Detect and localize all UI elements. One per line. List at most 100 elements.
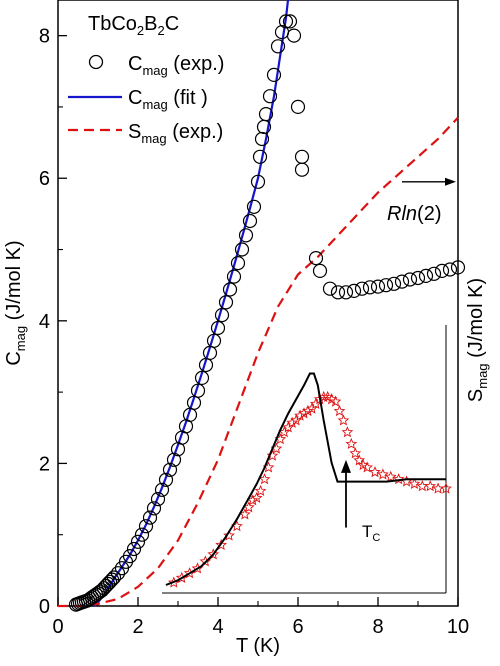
point-cexp — [262, 89, 278, 104]
point-cexp — [346, 283, 362, 298]
point-cexp — [434, 263, 450, 278]
tc-label: TC — [362, 522, 380, 544]
point-cexp — [312, 263, 328, 278]
point-cexp — [154, 482, 170, 497]
ticks-layer: 0 2 4 6 8 10 0 2 4 6 8 — [39, 26, 469, 638]
x-tick-label: 2 — [132, 616, 143, 638]
point-cexp — [294, 149, 310, 164]
chart-title: TbCo2B2C — [88, 13, 179, 38]
inset-red-star — [361, 461, 373, 473]
point-cexp — [238, 228, 254, 243]
legend-label-sexp: Smag (exp.) — [128, 121, 223, 146]
inset-red-star — [254, 484, 267, 496]
inset-red-star — [384, 470, 397, 482]
point-cexp — [194, 370, 210, 385]
point-cexp — [354, 281, 370, 296]
point-cexp — [402, 272, 418, 287]
y-tick-label: 8 — [39, 26, 50, 48]
point-cexp — [258, 106, 274, 122]
point-cexp — [410, 270, 426, 286]
point-cexp — [210, 320, 226, 336]
inset-red-star — [345, 437, 358, 449]
point-cexp — [142, 510, 158, 525]
point-cexp — [442, 262, 458, 277]
inset-red-star — [337, 414, 350, 426]
point-cexp — [418, 268, 434, 283]
x-tick-label: 0 — [52, 616, 63, 638]
inset-red-star — [377, 468, 389, 480]
point-cexp — [394, 274, 410, 289]
inset-red-star — [309, 397, 322, 410]
y-tick-label: 6 — [39, 168, 50, 190]
y-axis-label: Cmag (J/mol K) — [3, 240, 28, 365]
tc-arrowhead — [341, 459, 351, 473]
point-cexp — [206, 333, 222, 348]
point-cexp — [162, 462, 178, 477]
rln2-annotation: Rln(2) — [387, 177, 456, 225]
point-cexp — [190, 383, 206, 398]
tc-annotation: TC — [341, 459, 380, 544]
legend-marker-cexp — [88, 54, 104, 70]
inset-red-star — [266, 449, 279, 461]
inset-red-star — [207, 548, 220, 560]
y-tick-label: 2 — [39, 453, 50, 475]
inset-red-star — [424, 480, 437, 492]
point-cexp — [106, 570, 122, 585]
point-cexp — [252, 149, 268, 164]
legend-label-cfit: Cmag (fit ) — [128, 87, 208, 112]
inset-red-star — [302, 404, 314, 417]
rln2-arrowhead — [445, 177, 456, 186]
point-cexp — [246, 199, 262, 214]
inset-red-star — [349, 447, 362, 459]
inset-red-star — [440, 482, 452, 494]
inset-red-star — [282, 421, 295, 433]
point-cexp — [450, 260, 466, 275]
inset-red-star — [369, 466, 381, 478]
point-cexp — [330, 285, 346, 300]
point-cexp — [158, 472, 174, 487]
inset-red-star — [294, 409, 306, 421]
point-cexp — [278, 14, 294, 29]
x-tick-label: 10 — [447, 616, 469, 638]
inset-black-curve — [165, 372, 446, 586]
inset-red-star — [215, 538, 228, 551]
inset-red-star — [329, 395, 342, 407]
inset-red-star — [250, 491, 263, 504]
point-cexp — [122, 548, 138, 564]
point-cexp — [338, 285, 354, 300]
point-cexp — [134, 527, 150, 542]
point-cexp — [226, 269, 242, 284]
point-cexp — [270, 39, 286, 54]
inset-red-star — [258, 473, 271, 485]
point-cexp — [378, 278, 394, 293]
point-cexp — [386, 276, 402, 291]
inset-red-star — [223, 529, 235, 541]
point-cexp — [234, 242, 250, 257]
x-tick-label: 6 — [292, 616, 303, 638]
y-tick-label: 0 — [39, 596, 50, 618]
point-cexp — [362, 280, 378, 295]
point-cexp — [138, 519, 154, 534]
point-cexp — [146, 501, 162, 516]
inset-red-star — [408, 477, 421, 489]
inset-background — [162, 325, 446, 593]
point-cexp — [242, 213, 258, 229]
point-cexp — [222, 282, 238, 297]
point-cexp — [266, 67, 282, 83]
inset-red-star — [341, 426, 354, 438]
point-cexp — [308, 251, 324, 266]
point-cexp — [214, 308, 230, 323]
y-tick-label: 4 — [39, 311, 50, 333]
point-cexp — [290, 99, 306, 115]
x-tick-label: 4 — [212, 616, 223, 638]
inset-red-star — [286, 416, 299, 428]
inset-red-star — [392, 473, 405, 485]
y2-axis-label: Smag (J/mol K) — [465, 278, 490, 402]
point-cexp — [126, 541, 142, 557]
inset-red-star — [353, 454, 366, 466]
point-cexp — [110, 566, 126, 581]
inset-red-star — [298, 407, 310, 419]
point-cexp — [286, 28, 302, 43]
inset-red-star — [290, 414, 302, 426]
